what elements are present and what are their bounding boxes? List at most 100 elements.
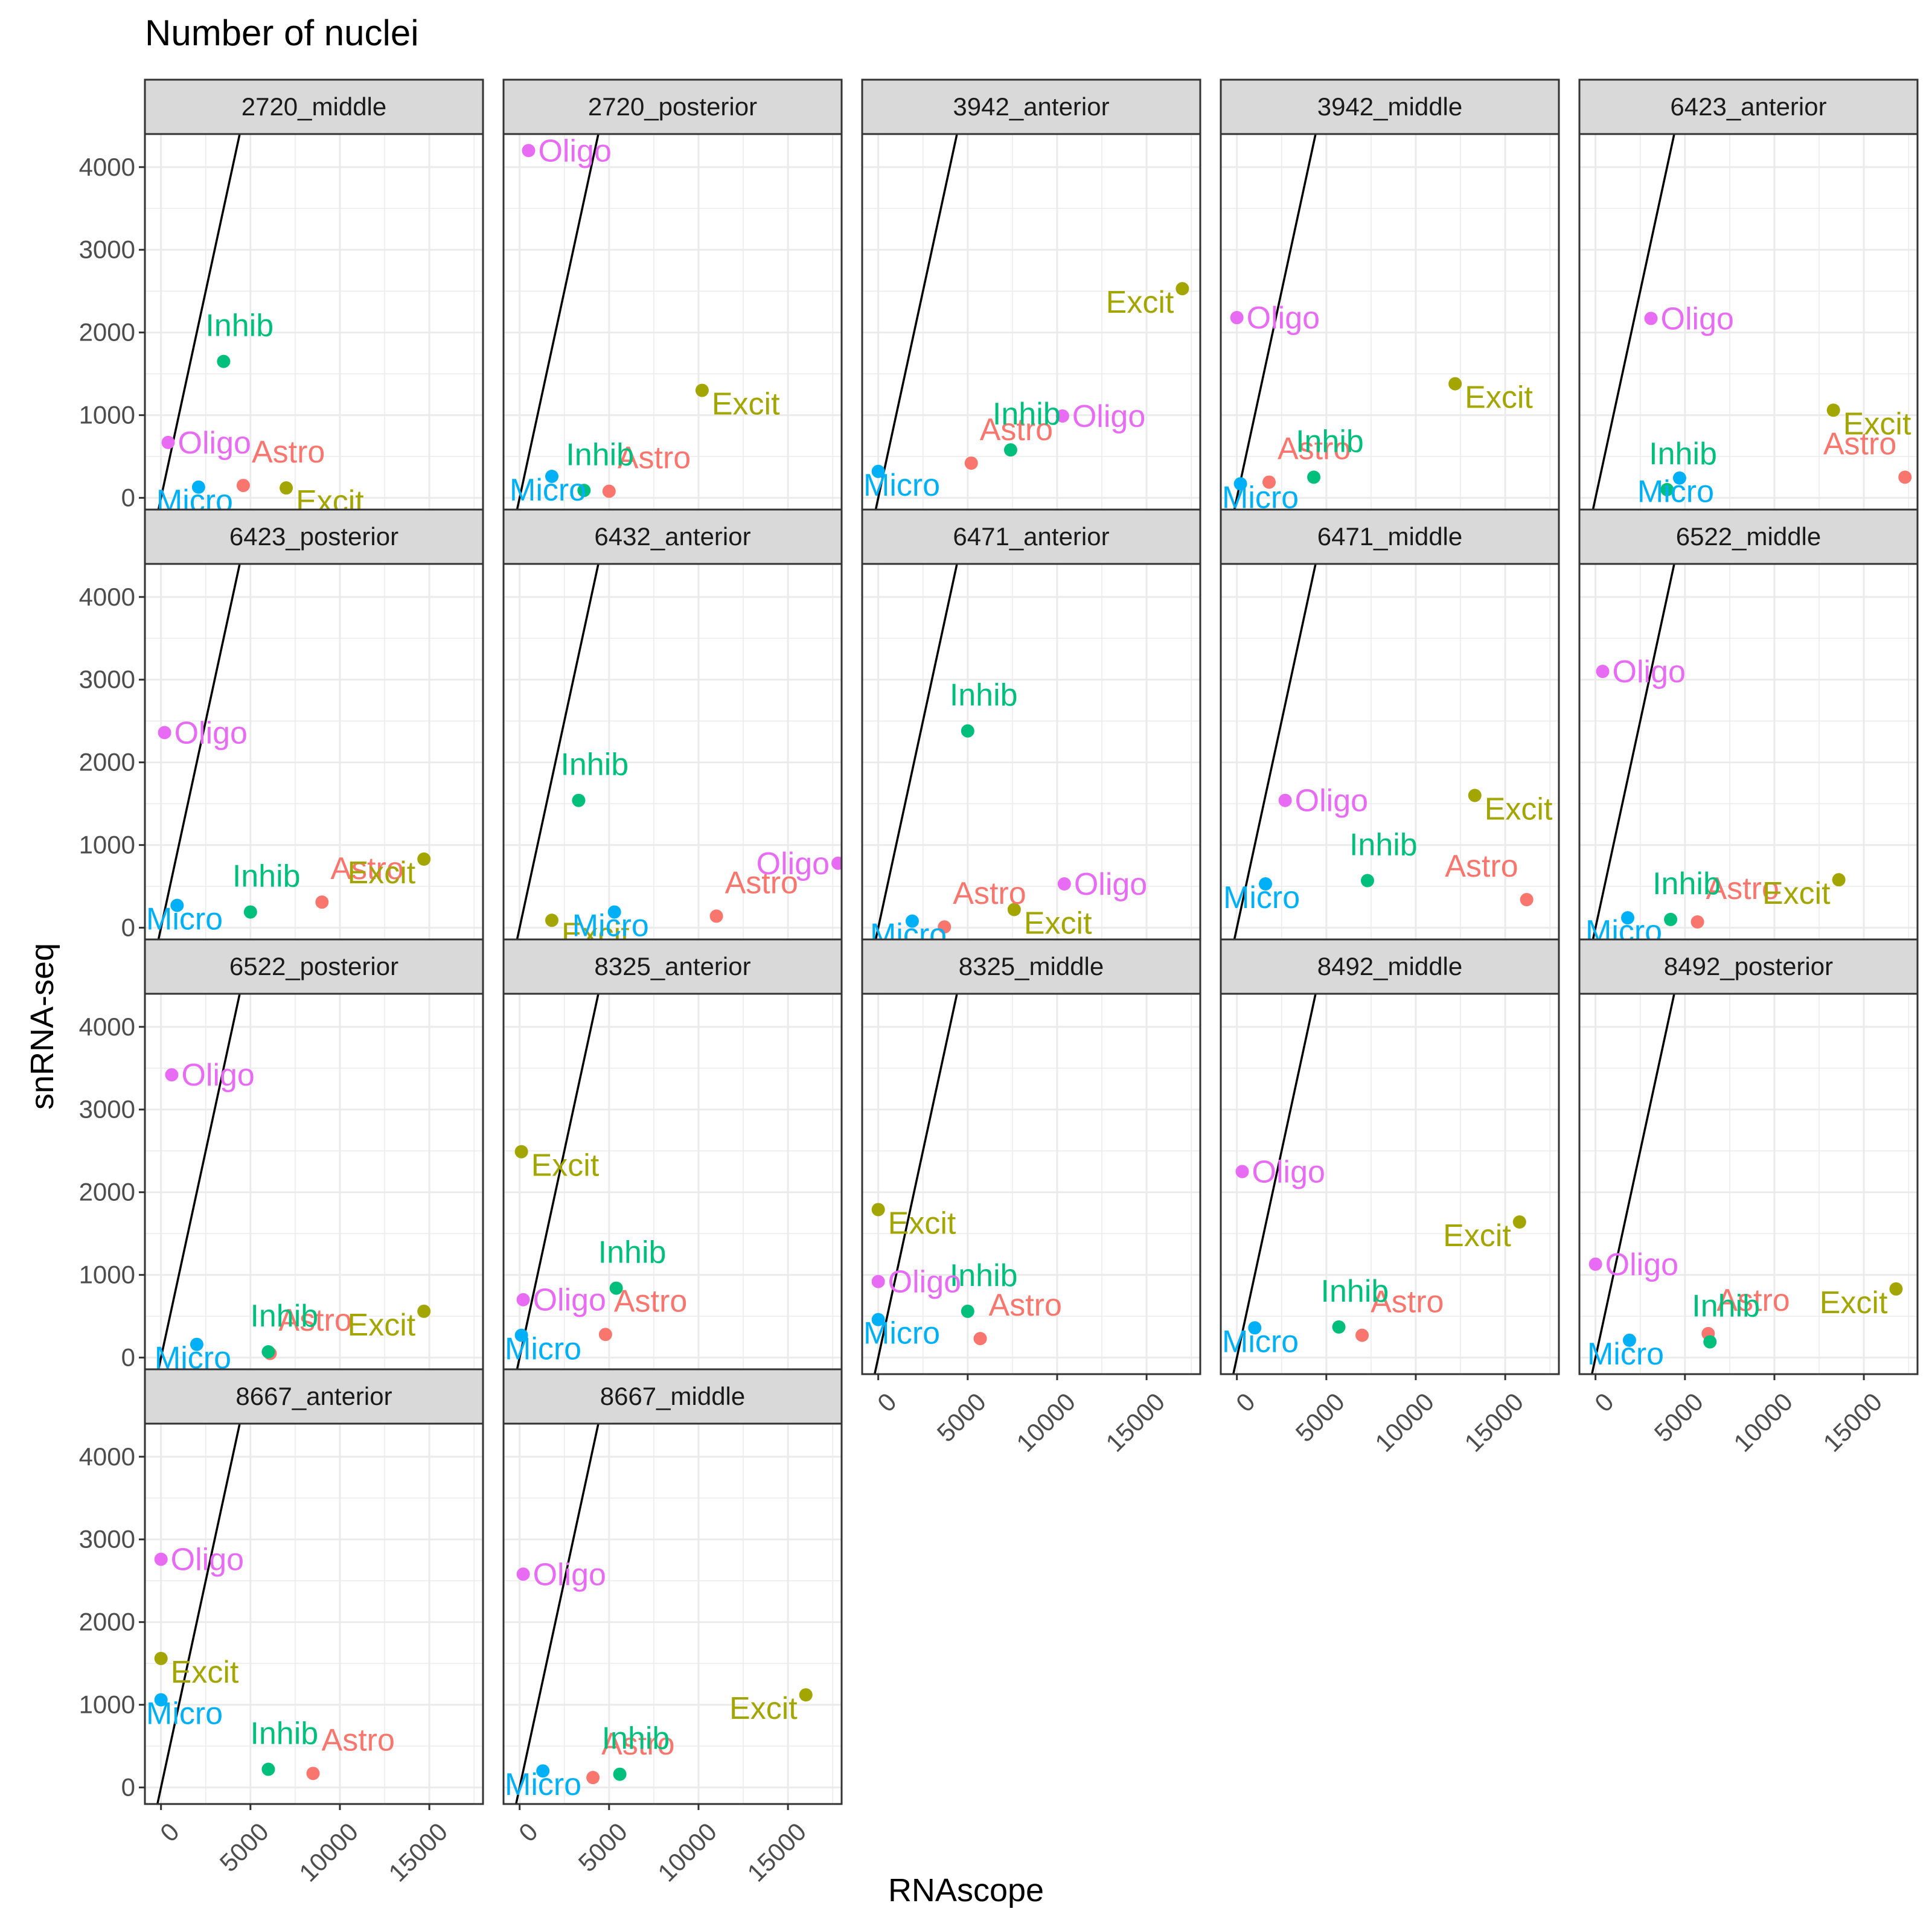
y-tick-label: 0 xyxy=(121,484,135,512)
data-label-astro: Astro xyxy=(252,435,325,470)
data-point-astro xyxy=(236,479,250,493)
data-label-excit: Excit xyxy=(712,387,780,422)
data-label-astro: Astro xyxy=(989,1288,1062,1323)
y-tick-label: 0 xyxy=(121,1773,135,1802)
facet-strip-label: 3942_anterior xyxy=(953,92,1109,121)
x-tick-label: 5000 xyxy=(932,1387,991,1447)
data-point-micro xyxy=(1622,1333,1636,1347)
data-label-oligo: Oligo xyxy=(1661,301,1734,336)
facet-strip xyxy=(1578,508,1919,565)
data-label-inhib: Inhib xyxy=(560,747,629,782)
data-point-astro xyxy=(1898,470,1912,484)
x-tick-label: 5000 xyxy=(1290,1387,1350,1447)
panel-background xyxy=(1221,134,1559,514)
facet-strip-label: 8492_middle xyxy=(1317,952,1463,980)
data-point-inhib xyxy=(577,484,591,497)
data-label-astro: Astro xyxy=(1278,432,1351,467)
identity-reference-line xyxy=(1591,994,1675,1374)
data-label-astro: Astro xyxy=(725,865,798,900)
data-point-astro xyxy=(598,1328,612,1342)
data-point-astro xyxy=(306,1767,320,1780)
data-label-oligo: Oligo xyxy=(178,426,251,461)
data-point-excit xyxy=(1468,788,1482,802)
data-point-astro xyxy=(1690,915,1704,929)
y-tick-label: 4000 xyxy=(79,1442,135,1471)
panel-border xyxy=(144,1422,484,1805)
data-point-oligo xyxy=(1644,312,1658,325)
data-point-astro xyxy=(709,909,723,923)
facet-strip-label: 8667_anterior xyxy=(235,1382,392,1410)
data-label-micro: Micro xyxy=(1637,475,1714,510)
data-label-astro: Astro xyxy=(278,1303,351,1338)
data-point-micro xyxy=(191,480,205,494)
data-label-oligo: Oligo xyxy=(1605,1247,1678,1282)
facet-panel: 8325_middle Astro Excit Inhib Micro Oligo 0 500… xyxy=(861,938,1201,1457)
data-point-astro xyxy=(973,1332,987,1346)
data-label-excit: Excit xyxy=(531,1148,600,1183)
data-label-excit: Excit xyxy=(348,1308,416,1343)
identity-reference-line xyxy=(1591,564,1675,944)
y-tick-label: 1000 xyxy=(79,1261,135,1289)
data-point-astro xyxy=(1262,475,1276,489)
x-axis-label: RNAscope xyxy=(888,1872,1044,1908)
identity-reference-line xyxy=(156,1424,241,1804)
data-label-micro: Micro xyxy=(1587,1337,1664,1372)
data-label-excit: Excit xyxy=(171,1655,239,1690)
identity-reference-line xyxy=(874,564,958,944)
data-point-oligo xyxy=(1588,1257,1602,1271)
panel-background xyxy=(1579,564,1918,944)
data-point-inhib xyxy=(1664,912,1678,926)
data-point-astro xyxy=(1520,893,1534,907)
data-point-micro xyxy=(607,905,621,919)
data-point-oligo xyxy=(516,1293,530,1307)
data-point-excit xyxy=(871,1203,885,1217)
data-point-micro xyxy=(190,1337,203,1351)
data-point-excit xyxy=(417,1304,431,1318)
y-tick-label: 0 xyxy=(121,913,135,942)
data-label-inhib: Inhib xyxy=(950,678,1018,713)
panel-border xyxy=(1220,993,1560,1375)
facet-strip-label: 6423_anterior xyxy=(1670,92,1826,121)
panel-border xyxy=(502,1422,843,1805)
data-point-oligo xyxy=(1057,877,1071,891)
data-label-inhib: Inhib xyxy=(1349,828,1418,863)
panel-border xyxy=(1578,993,1919,1375)
x-tick-label: 5000 xyxy=(573,1817,633,1877)
data-point-inhib xyxy=(261,1345,275,1359)
data-point-oligo xyxy=(154,1552,168,1566)
data-label-excit: Excit xyxy=(348,856,416,891)
x-tick-label: 15000 xyxy=(1100,1387,1170,1457)
facet-strip xyxy=(861,78,1201,135)
data-label-inhib: Inhib xyxy=(598,1235,667,1270)
data-point-oligo xyxy=(161,435,175,449)
data-label-excit: Excit xyxy=(1485,792,1553,827)
data-label-micro: Micro xyxy=(1222,1324,1299,1359)
data-point-inhib xyxy=(261,1762,275,1776)
data-point-inhib xyxy=(243,905,257,919)
y-tick-label: 4000 xyxy=(79,1012,135,1041)
y-tick-label: 3000 xyxy=(79,1525,135,1553)
data-point-astro xyxy=(1355,1328,1369,1342)
data-label-astro: Astro xyxy=(1706,871,1779,906)
panel-background xyxy=(504,1424,842,1804)
data-point-micro xyxy=(514,1328,528,1342)
data-point-oligo xyxy=(1278,793,1292,807)
x-tick-label: 10000 xyxy=(1369,1387,1439,1457)
data-label-astro: Astro xyxy=(953,876,1026,911)
x-tick-label: 5000 xyxy=(1649,1387,1709,1447)
data-point-micro xyxy=(1259,877,1273,891)
chart-title: Number of nuclei xyxy=(145,13,419,53)
data-point-micro xyxy=(871,464,885,478)
identity-reference-line xyxy=(1591,134,1675,514)
data-label-inhib: Inhib xyxy=(1652,866,1721,901)
data-label-oligo: Oligo xyxy=(533,1283,606,1318)
facet-strip xyxy=(502,508,843,565)
panel-background xyxy=(504,994,842,1374)
y-tick-label: 2000 xyxy=(79,1178,135,1206)
data-point-micro xyxy=(154,1693,168,1707)
